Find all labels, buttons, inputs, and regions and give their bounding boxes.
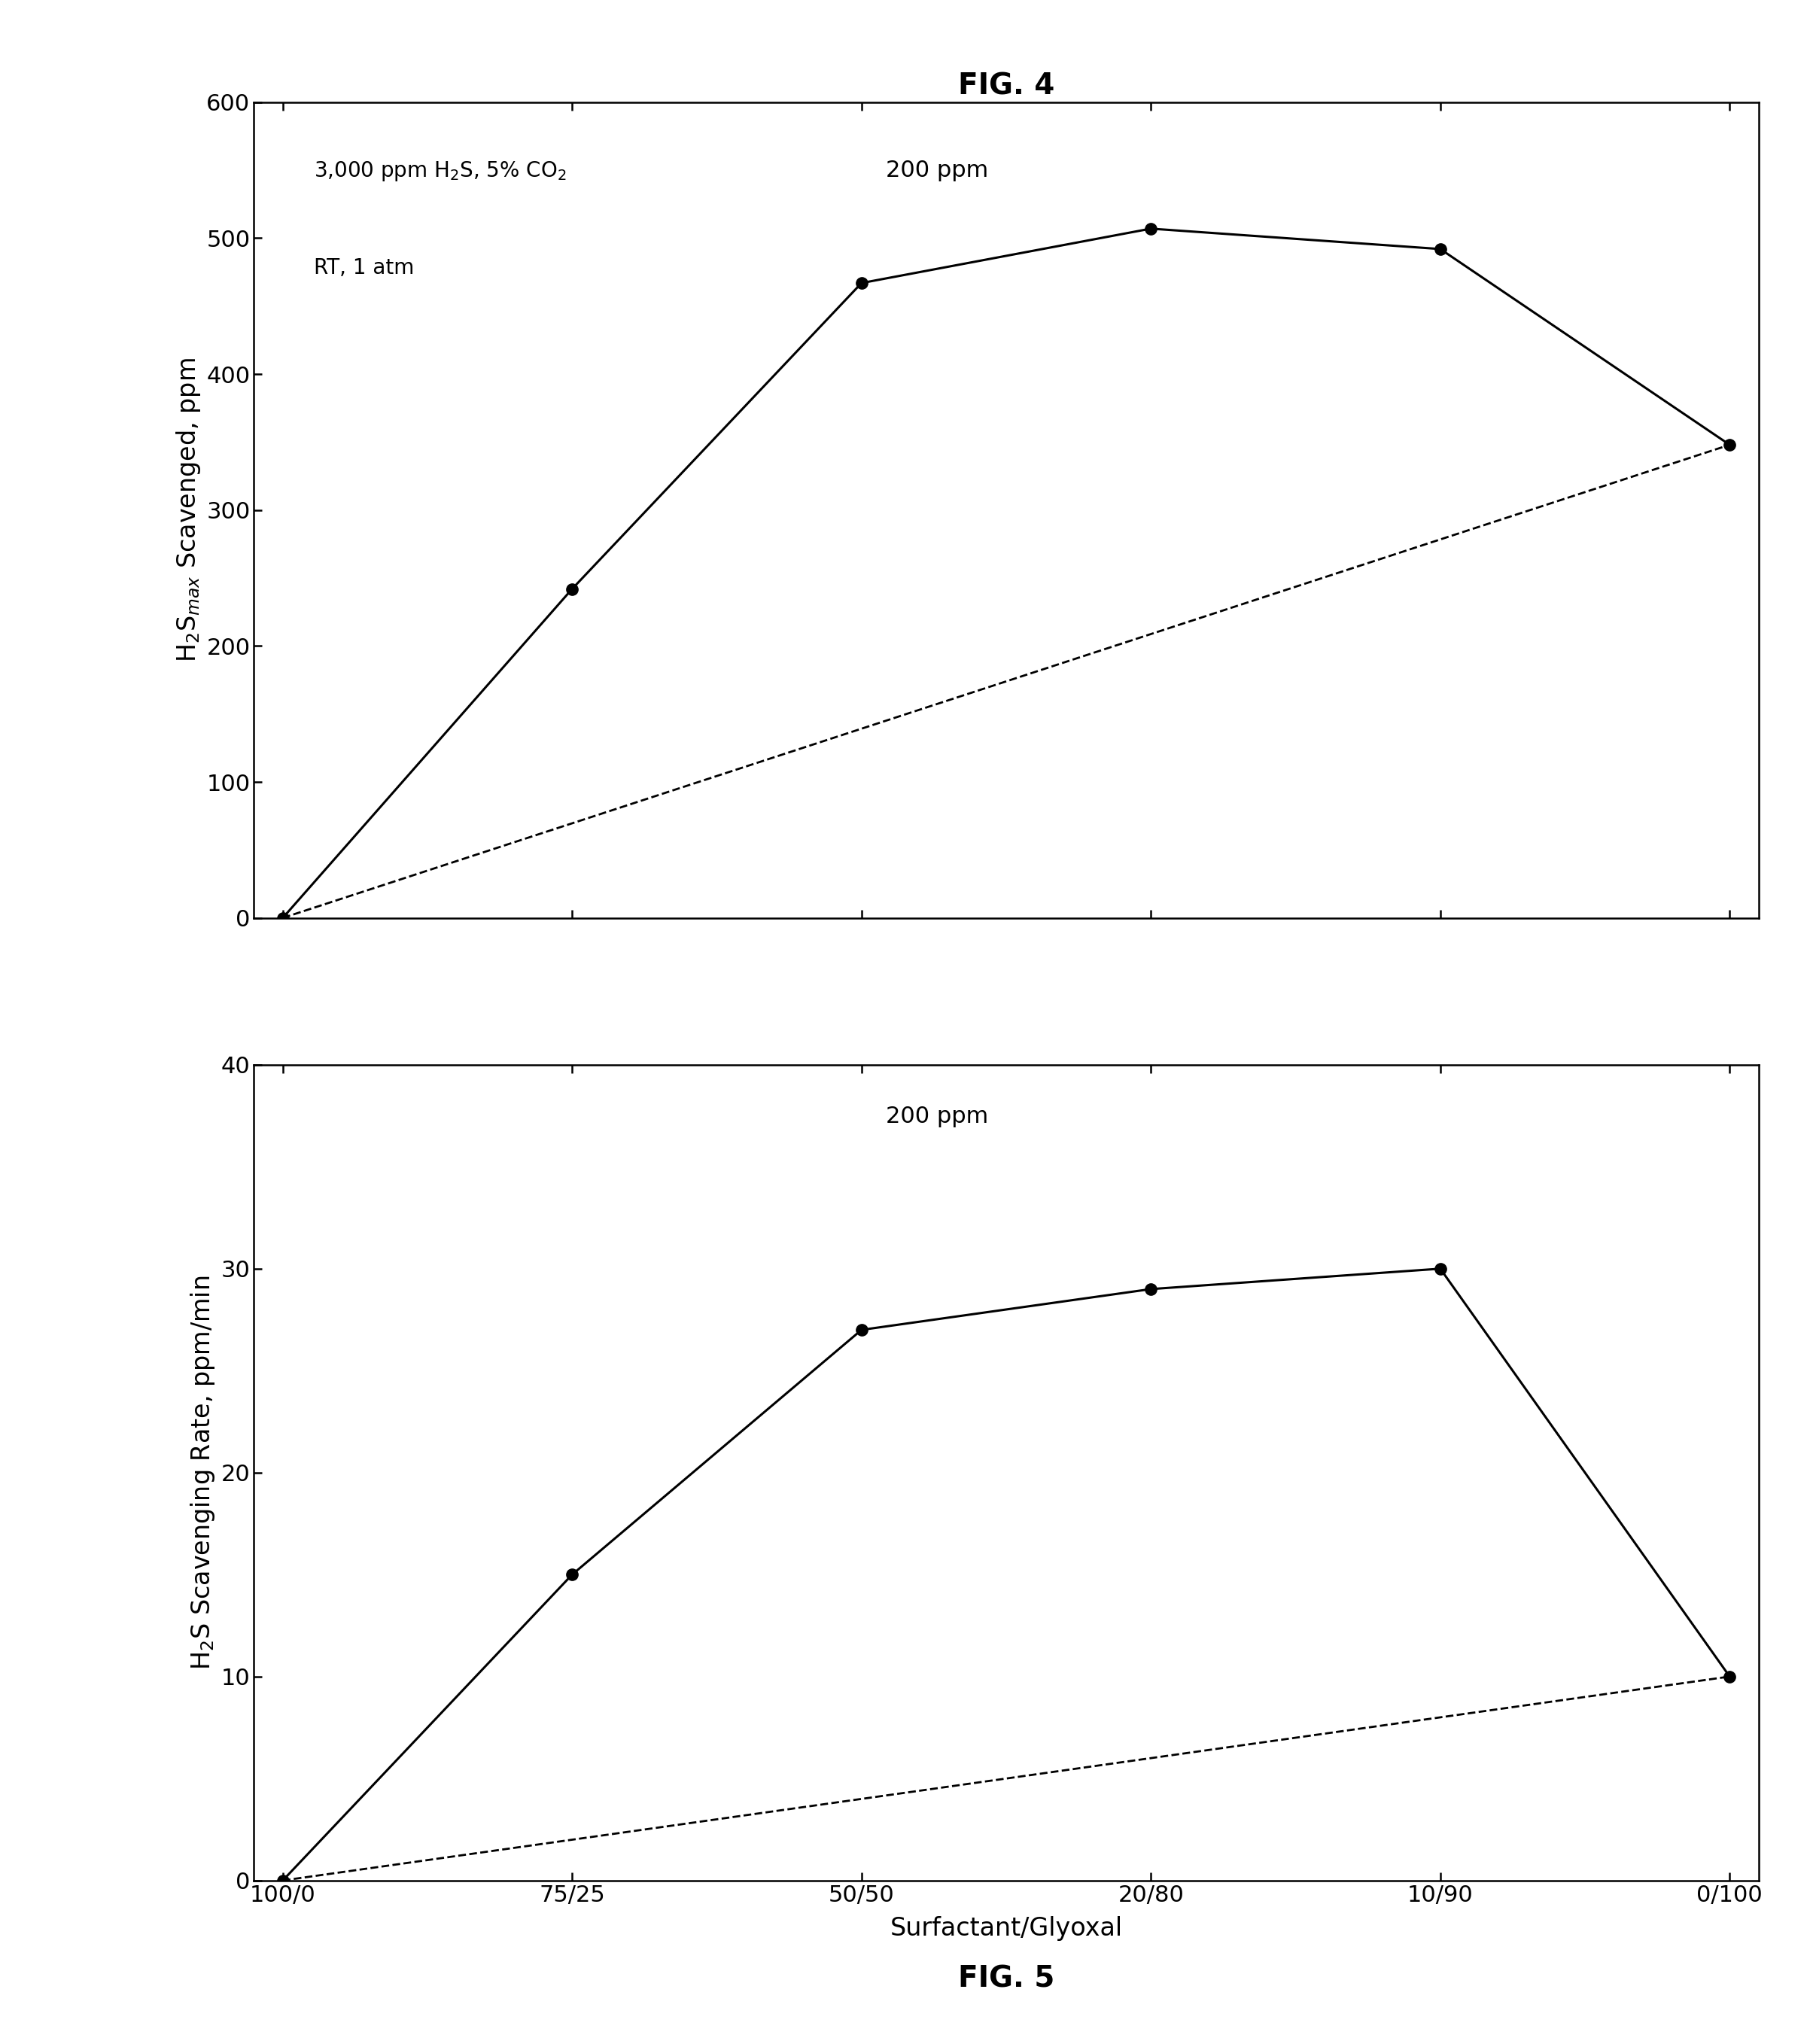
Y-axis label: H$_2$S$_{max}$ Scavenged, ppm: H$_2$S$_{max}$ Scavenged, ppm xyxy=(174,358,201,662)
X-axis label: Surfactant/Glyoxal: Surfactant/Glyoxal xyxy=(890,1917,1122,1942)
Text: FIG. 5: FIG. 5 xyxy=(957,1964,1055,1993)
Y-axis label: H$_2$S Scavenging Rate, ppm/min: H$_2$S Scavenging Rate, ppm/min xyxy=(189,1275,218,1670)
Text: FIG. 4: FIG. 4 xyxy=(957,72,1055,100)
Text: RT, 1 atm: RT, 1 atm xyxy=(314,258,415,278)
Text: 200 ppm: 200 ppm xyxy=(887,159,988,182)
Text: 200 ppm: 200 ppm xyxy=(887,1106,988,1128)
Text: 3,000 ppm H$_2$S, 5% CO$_2$: 3,000 ppm H$_2$S, 5% CO$_2$ xyxy=(314,159,567,182)
